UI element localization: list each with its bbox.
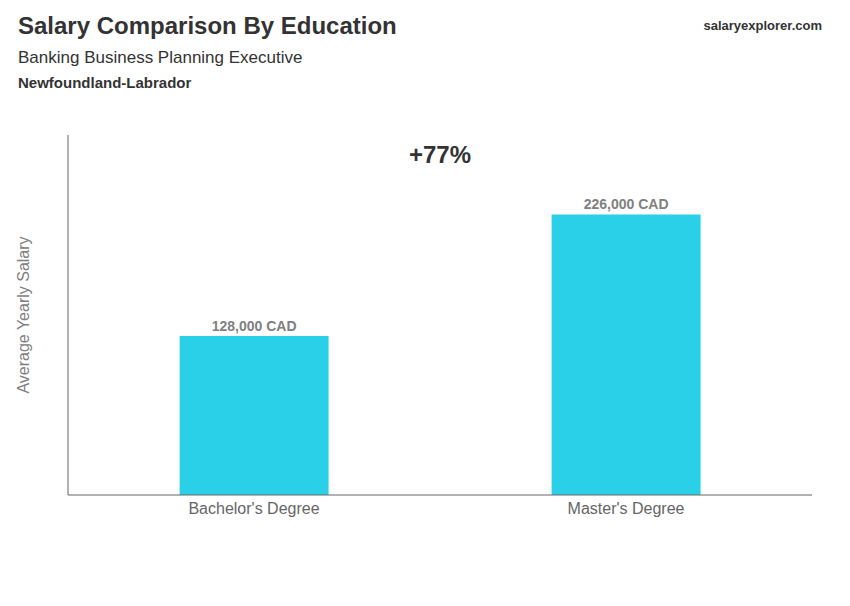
html-text:Salary Comparison By Education: Salary Comparison By Education	[18, 12, 397, 39]
html-text:+77%: +77%	[409, 141, 471, 168]
svg-text:Average Yearly Salary: Average Yearly Salary	[15, 236, 32, 393]
svg-text:128,000 CAD: 128,000 CAD	[212, 318, 297, 334]
html-text:salaryexplorer.com: salaryexplorer.com	[703, 18, 822, 33]
svg-text:226,000 CAD: 226,000 CAD	[584, 196, 669, 212]
svg-text:Master's Degree: Master's Degree	[568, 500, 685, 517]
svg-text:Bachelor's Degree: Bachelor's Degree	[188, 500, 319, 517]
html-text:Newfoundland-Labrador: Newfoundland-Labrador	[18, 74, 192, 91]
html-text:Banking Business Planning Exec: Banking Business Planning Executive	[18, 48, 303, 67]
